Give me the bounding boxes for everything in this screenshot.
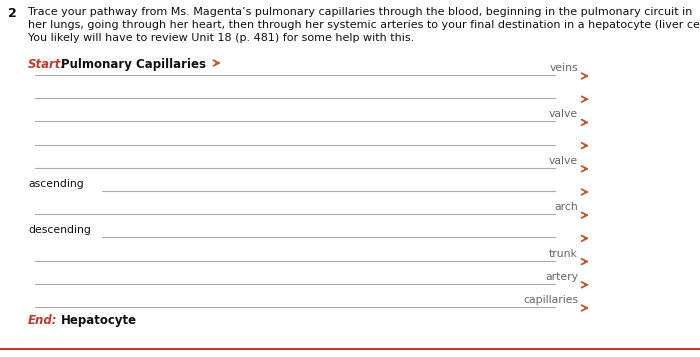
- Text: You likely will have to review Unit 18 (p. 481) for some help with this.: You likely will have to review Unit 18 (…: [28, 33, 414, 43]
- Text: capillaries: capillaries: [523, 295, 578, 305]
- Text: veins: veins: [550, 63, 578, 73]
- Text: ascending: ascending: [28, 179, 84, 189]
- Text: artery: artery: [545, 272, 578, 282]
- Text: valve: valve: [549, 109, 578, 119]
- Text: End:: End:: [28, 314, 57, 327]
- Text: valve: valve: [549, 156, 578, 166]
- Text: descending: descending: [28, 225, 91, 235]
- Text: trunk: trunk: [549, 248, 578, 258]
- Text: Hepatocyte: Hepatocyte: [61, 314, 137, 327]
- Text: Trace your pathway from Ms. Magenta’s pulmonary capillaries through the blood, b: Trace your pathway from Ms. Magenta’s pu…: [28, 7, 692, 17]
- Text: Pulmonary Capillaries: Pulmonary Capillaries: [61, 58, 206, 71]
- Text: Start:: Start:: [28, 58, 66, 71]
- Text: her lungs, going through her heart, then through her systemic arteries to your f: her lungs, going through her heart, then…: [28, 20, 700, 30]
- Text: arch: arch: [554, 202, 578, 212]
- Text: 2: 2: [8, 7, 17, 20]
